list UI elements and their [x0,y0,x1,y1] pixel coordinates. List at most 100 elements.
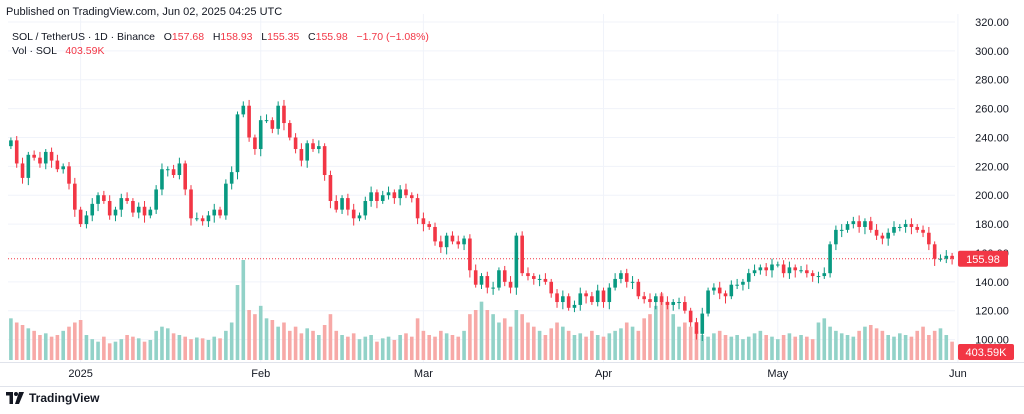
candle-body [305,143,310,161]
volume-bar [508,326,513,360]
volume-bar [851,336,856,360]
candle-body [142,206,147,216]
volume-bar [61,330,65,360]
volume-bar [55,335,60,360]
volume-bar [909,336,914,360]
volume-bar [479,301,484,360]
volume-bar [90,339,95,360]
volume-bar [311,330,315,360]
volume-label[interactable]: Vol · SOL [12,45,57,57]
candle-body [590,296,594,303]
candle-body [799,270,803,272]
volume-bar [572,335,577,360]
candle-body [421,218,426,225]
volume-bar [171,333,176,360]
volume-bar [590,330,594,360]
candle-body [154,189,158,210]
volume-bar [456,336,461,360]
candle-body [561,296,565,303]
volume-bar [427,335,432,360]
volume-bar [96,341,100,360]
volume-bar [561,326,565,360]
chart-grid [0,14,1024,387]
candle-body [624,273,629,282]
high-value: 158.93 [220,31,253,43]
y-tick-label: 100.00 [975,335,1009,347]
candle-body [241,105,246,115]
volume-bar [863,326,867,360]
volume-bar [717,330,722,360]
candle-body [497,270,501,288]
legend-ohlc-row: SOL / TetherUS · 1D · Binance O157.68 H1… [12,30,429,44]
candle-body [630,281,635,283]
volume-bar [369,335,373,360]
candle-body [14,140,19,164]
candle-body [566,296,571,308]
symbol-label[interactable]: SOL / TetherUS · 1D · Binance [12,31,155,43]
candle-body [921,229,925,233]
volume-bar [787,333,792,360]
volume-bar [927,335,931,360]
volume-bar [131,336,135,360]
volume-bar [915,330,920,360]
candle-body [479,276,484,285]
candle-body [502,270,507,282]
candle-body [648,299,652,303]
volume-bar [770,336,774,360]
candle-body [816,276,821,278]
candle-body [752,270,757,274]
candle-body [322,146,327,176]
volume-bar [903,335,908,360]
volume-bar [601,336,606,360]
candle-body [125,198,129,201]
candle-body [61,166,65,170]
candle-body [328,175,333,201]
close-label: C [308,31,316,43]
candle-body [619,273,623,279]
volume-bar [282,322,286,360]
volume-bar [950,341,954,360]
candle-body [38,157,42,164]
published-header: Published on TradingView.com, Jun 02, 20… [6,6,283,18]
volume-bar [700,335,705,360]
candle-body [508,281,513,288]
tradingview-brand[interactable]: TradingView [6,391,99,405]
volume-bar [584,336,588,360]
x-tick-label: Jun [949,368,967,380]
volume-bar [839,333,844,360]
last-price-badge-label: 155.98 [966,254,1000,266]
volume-bar [49,336,54,360]
volume-bar [578,333,583,360]
volume-bar [537,330,542,360]
candle-body [909,224,914,227]
volume-bar [241,260,246,360]
candle-body [177,163,182,176]
volume-bar [253,314,257,360]
candle-body [282,105,286,124]
volume-bar [729,336,734,360]
volume-bar [165,328,170,360]
candle-body [805,270,809,274]
volume-bar [473,310,478,360]
candle-body [723,293,728,297]
volume-bar [270,320,275,360]
candle-body [770,264,774,271]
y-tick-label: 180.00 [975,219,1009,231]
candle-body [938,258,943,260]
candle-body [276,105,280,129]
candle-body [683,302,687,311]
candle-body [677,302,681,304]
candle-body [131,200,135,213]
candle-body [572,304,577,308]
candle-body [520,235,524,274]
last-volume-badge [958,344,1014,360]
candle-body [584,293,588,297]
volume-bar [154,330,158,360]
candles [9,99,954,342]
volume-bar [595,335,600,360]
candle-body [706,290,710,314]
candle-body [311,143,315,150]
candle-body [160,169,164,190]
x-tick-label: Feb [251,368,270,380]
